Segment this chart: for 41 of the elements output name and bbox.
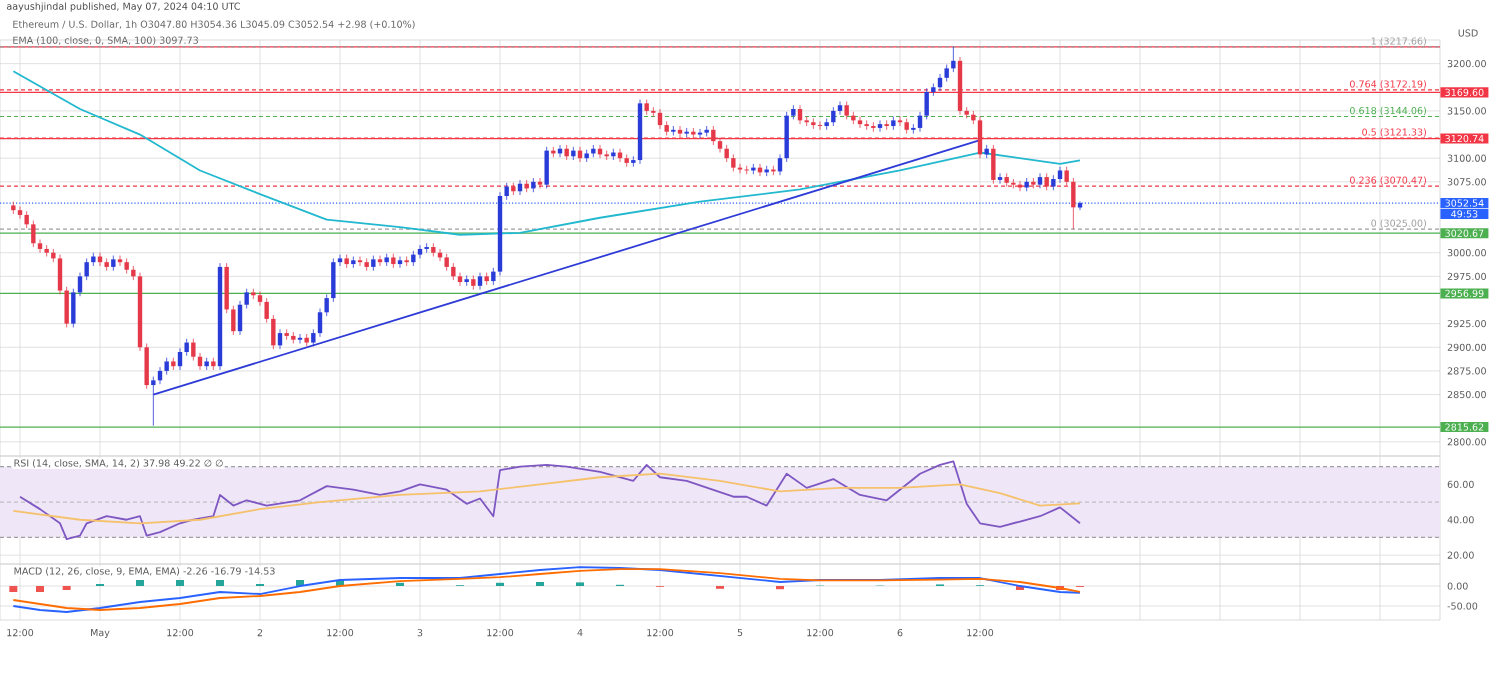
candlestick bbox=[537, 177, 543, 189]
candlestick bbox=[477, 272, 483, 290]
candlestick bbox=[1064, 166, 1069, 186]
line-series bbox=[12, 472, 1081, 525]
candlestick bbox=[857, 116, 863, 129]
candlestick bbox=[864, 119, 869, 131]
candlestick bbox=[231, 305, 236, 336]
candlestick bbox=[417, 244, 423, 259]
line-series bbox=[12, 70, 1081, 236]
candlestick bbox=[871, 121, 876, 133]
candlestick bbox=[224, 262, 229, 314]
candlestick bbox=[464, 275, 469, 287]
candlestick bbox=[884, 119, 889, 131]
candlestick bbox=[831, 106, 836, 127]
candlestick bbox=[997, 172, 1003, 185]
candlestick bbox=[237, 300, 243, 336]
candlestick bbox=[31, 220, 36, 248]
candlestick bbox=[331, 258, 336, 303]
candlestick bbox=[677, 125, 683, 138]
candlestick bbox=[837, 101, 843, 116]
candlestick bbox=[811, 118, 816, 130]
candlestick bbox=[717, 136, 723, 153]
candlestick bbox=[711, 125, 716, 146]
candlestick bbox=[264, 297, 269, 324]
candlestick bbox=[457, 272, 463, 287]
candlestick bbox=[424, 242, 429, 254]
candlestick bbox=[544, 146, 549, 189]
candlestick bbox=[17, 206, 23, 220]
candlestick bbox=[991, 144, 996, 185]
candlestick bbox=[177, 347, 183, 371]
candlestick bbox=[284, 328, 289, 341]
candlestick bbox=[1071, 177, 1076, 230]
candlestick bbox=[117, 255, 123, 267]
candlestick bbox=[1037, 172, 1043, 189]
candlestick bbox=[377, 255, 383, 267]
candlestick bbox=[271, 314, 276, 350]
candlestick bbox=[951, 46, 956, 73]
candlestick bbox=[977, 116, 983, 159]
candlestick bbox=[397, 256, 403, 269]
candlestick bbox=[1057, 166, 1063, 184]
candlestick bbox=[877, 119, 883, 133]
